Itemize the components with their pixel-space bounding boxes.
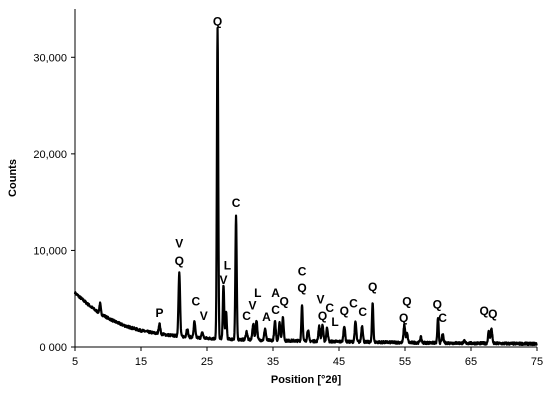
peak-label: A <box>271 286 280 300</box>
peak-label: Q <box>433 297 442 311</box>
y-axis-label: Counts <box>7 159 19 197</box>
peak-label: Q <box>213 14 222 28</box>
peak-label: V <box>219 273 227 287</box>
peak-label: V <box>175 237 183 251</box>
x-tick-label: 5 <box>72 356 78 368</box>
x-tick-label: 65 <box>465 356 477 368</box>
peak-label: Q <box>297 281 306 295</box>
peak-label: C <box>358 305 367 319</box>
peak-label: Q <box>399 311 408 325</box>
x-tick-label: 55 <box>399 356 411 368</box>
peak-label: P <box>155 306 163 320</box>
peak-label: Q <box>175 254 184 268</box>
y-tick-label: 30,000 <box>33 52 67 64</box>
peak-label: V <box>200 309 208 323</box>
peak-label: A <box>262 310 271 324</box>
y-tick-label: 0 000 <box>39 342 67 354</box>
peak-label: C <box>438 311 447 325</box>
peak-label: V <box>249 298 257 312</box>
peak-label: C <box>271 303 280 317</box>
x-tick-label: 75 <box>531 356 543 368</box>
peak-label: Q <box>488 307 497 321</box>
peak-label: L <box>254 286 261 300</box>
x-tick-label: 15 <box>135 356 147 368</box>
y-tick-label: 20,000 <box>33 149 67 161</box>
peak-label: Q <box>368 280 377 294</box>
plot-marks <box>73 26 538 347</box>
series-line <box>73 26 538 347</box>
peak-label: C <box>349 296 358 310</box>
x-tick-label: 45 <box>333 356 345 368</box>
peak-label: Q <box>280 294 289 308</box>
peak-label: Q <box>402 294 411 308</box>
peak-label: C <box>325 301 334 315</box>
y-tick-label: 10,000 <box>33 245 67 257</box>
peak-label: Q <box>480 304 489 318</box>
x-tick-label: 35 <box>267 356 279 368</box>
peak-label: L <box>224 259 231 273</box>
peak-label: C <box>232 196 241 210</box>
peak-label: Q <box>318 309 327 323</box>
peak-label: C <box>298 265 307 279</box>
peak-label: V <box>317 293 325 307</box>
x-axis-label: Position [°2θ] <box>271 374 342 386</box>
peak-label: C <box>191 294 200 308</box>
x-tick-label: 25 <box>201 356 213 368</box>
peak-label: C <box>242 309 251 323</box>
axis-ticks: 5 15 25 35 45 55 65 75 0 000 10,000 20,000 30,000 <box>33 52 543 368</box>
peak-label: L <box>331 315 338 329</box>
peak-label: Q <box>340 304 349 318</box>
